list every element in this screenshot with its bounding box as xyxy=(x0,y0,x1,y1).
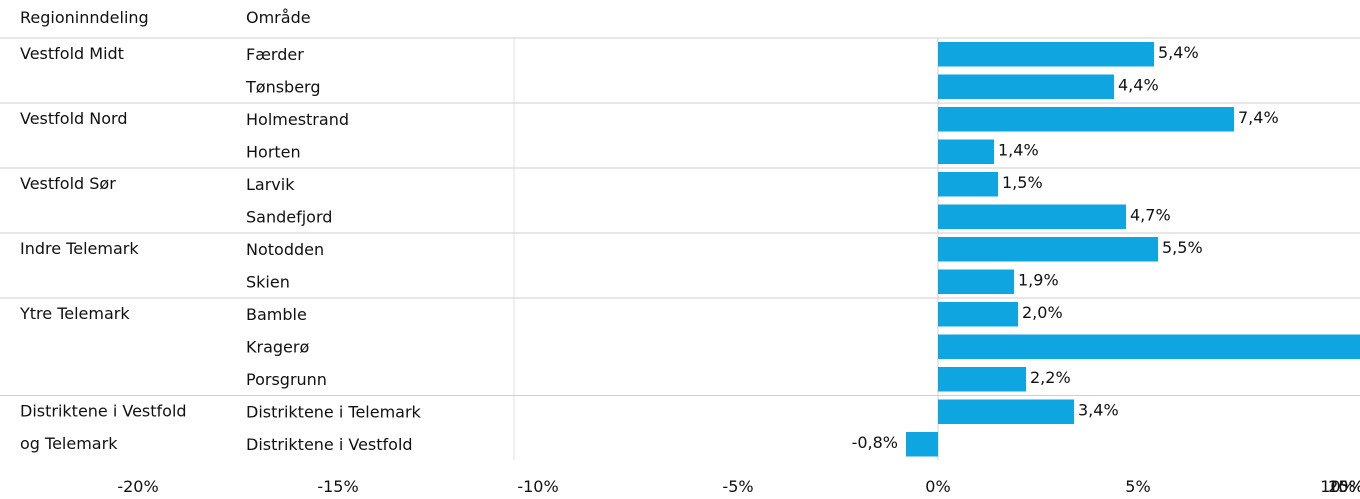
bar xyxy=(938,139,994,164)
bar xyxy=(938,334,1360,359)
area-label: Holmestrand xyxy=(246,110,349,129)
area-label: Larvik xyxy=(246,175,295,194)
data-label: 2,0% xyxy=(1022,303,1063,322)
data-label: 3,4% xyxy=(1078,401,1119,420)
region-label: Vestfold Midt xyxy=(20,44,124,63)
bar xyxy=(938,302,1018,327)
area-label: Færder xyxy=(246,45,304,64)
x-tick-label: 10% xyxy=(1320,477,1356,496)
data-label: 4,4% xyxy=(1118,76,1159,95)
bar xyxy=(938,204,1126,229)
bar xyxy=(938,237,1158,262)
bar xyxy=(938,74,1114,99)
region-label: Distriktene i Vestfold xyxy=(20,402,187,421)
data-label: 4,7% xyxy=(1130,206,1171,225)
area-label: Kragerø xyxy=(246,337,309,356)
x-tick-label: -10% xyxy=(517,477,558,496)
area-label: Bamble xyxy=(246,305,307,324)
bar xyxy=(938,107,1234,132)
area-label: Sandefjord xyxy=(246,207,332,226)
x-tick-label: -20% xyxy=(117,477,158,496)
data-label: 5,5% xyxy=(1162,238,1203,257)
area-label: Notodden xyxy=(246,240,324,259)
data-label: 1,4% xyxy=(998,141,1039,160)
x-tick-label: 20% xyxy=(1328,477,1360,496)
data-label: 1,9% xyxy=(1018,271,1059,290)
region-column-header: Regioninndeling xyxy=(20,8,149,27)
x-tick-label: 5% xyxy=(1125,477,1150,496)
area-label: Tønsberg xyxy=(245,77,321,96)
data-label: 1,5% xyxy=(1002,173,1043,192)
area-label: Distriktene i Vestfold xyxy=(246,435,413,454)
bar xyxy=(906,432,938,457)
x-tick-label: 15% xyxy=(1328,477,1360,496)
x-tick-label: -5% xyxy=(722,477,753,496)
bar xyxy=(938,399,1074,424)
area-label: Distriktene i Telemark xyxy=(246,402,422,421)
data-label: 2,2% xyxy=(1030,368,1071,387)
region-label: Indre Telemark xyxy=(20,239,139,258)
area-label: Skien xyxy=(246,272,290,291)
bar xyxy=(938,172,998,197)
x-tick-label: 0% xyxy=(925,477,950,496)
region-label: Vestfold Sør xyxy=(20,174,116,193)
data-label: -0,8% xyxy=(852,433,898,452)
bar xyxy=(938,42,1154,67)
bar xyxy=(938,367,1026,392)
data-label: 5,4% xyxy=(1158,43,1199,62)
data-label: 7,4% xyxy=(1238,108,1279,127)
bar xyxy=(938,269,1014,294)
area-label: Horten xyxy=(246,142,301,161)
x-tick-label: -15% xyxy=(317,477,358,496)
region-label: Ytre Telemark xyxy=(19,304,130,323)
region-label: og Telemark xyxy=(20,434,118,453)
area-label: Porsgrunn xyxy=(246,370,327,389)
region-label: Vestfold Nord xyxy=(20,109,127,128)
area-column-header: Område xyxy=(246,8,311,27)
